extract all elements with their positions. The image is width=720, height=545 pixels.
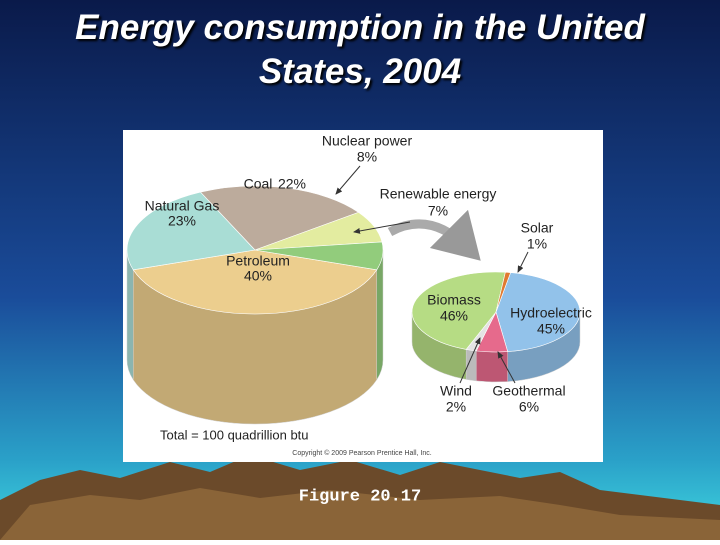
slice-label: Biomass [427,292,481,308]
slice-label: Solar [521,220,554,236]
value-label: 46% [440,308,468,324]
title-box: Energy consumption in the United States,… [75,8,645,91]
value-label: 22% [278,176,306,192]
pie-slice [126,191,256,271]
pie-side [126,249,134,381]
value-label: 1% [527,236,547,252]
pie-slice [411,271,506,350]
slide-title: Energy consumption in the United States,… [75,8,645,91]
pie-slice [199,185,360,251]
leader [335,165,361,195]
slice-label: Geothermal [492,383,565,399]
value-label: 6% [519,399,539,415]
value-label: 2% [446,399,466,415]
slice-label: Natural Gas [145,198,220,214]
slice-label: Hydroelectric [510,305,592,321]
value-label: 45% [537,321,565,337]
leader [459,337,481,384]
pie-slice [495,271,512,313]
mountains-front [0,488,720,540]
total-note: Total = 100 quadrillion btu [160,427,309,442]
slice-label: Nuclear power [322,133,413,149]
slice-label: Coal [244,176,273,192]
pie-slice [132,249,378,315]
slice-label: Renewable energy [380,186,497,202]
pie-side [376,249,384,381]
value-label: 7% [428,203,448,219]
pie-side [475,350,508,383]
slice-label: Petroleum [226,253,290,269]
leader [517,251,529,273]
figure-label: Figure 20.17 [299,487,421,506]
value-label: 23% [168,213,196,229]
pie-slice [254,241,384,271]
value-label: 8% [357,149,377,165]
copyright: Copyright © 2009 Pearson Prentice Hall, … [292,449,431,457]
leaders [335,165,529,384]
leader [497,351,516,384]
zoom-arrow [387,209,481,261]
slice-label: Wind [440,383,472,399]
leader [353,221,411,234]
pie-slice [495,272,581,352]
value-label: 40% [244,268,272,284]
